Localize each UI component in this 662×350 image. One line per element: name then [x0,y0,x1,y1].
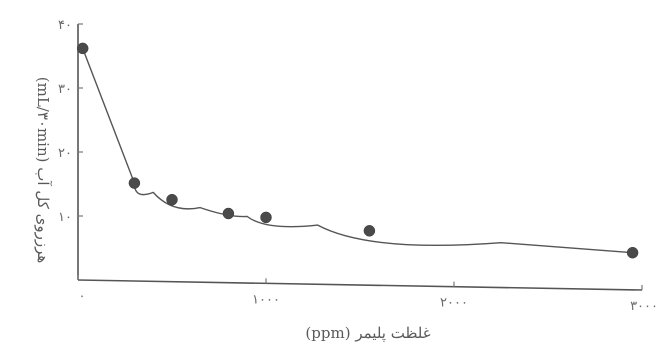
axes [77,24,643,291]
y-tick-label: ۱۰ [58,210,72,225]
x-tick-label: ۰ [79,289,86,304]
y-axis-title: هرزروی کل آب (mL/۳۰min) [34,77,52,264]
y-tick-label: ۳۰ [58,82,72,97]
data-point [166,193,178,206]
x-tick-label: ۲۰۰۰ [440,296,468,311]
data-points [76,42,639,259]
data-point [363,225,376,237]
x-tick-label: ۱۰۰۰ [252,292,280,307]
data-point [260,211,272,224]
y-tick-label: ۴۰ [58,18,72,33]
data-point [76,42,89,55]
x-ticks: ۰ ۱۰۰۰ ۲۰۰۰ ۳۰۰۰ [77,275,658,314]
data-point [128,177,141,189]
fit-curve [82,48,633,254]
y-tick-label: ۲۰ [58,146,72,161]
x-tick-label: ۳۰۰۰ [630,299,658,314]
x-axis-line [77,279,643,291]
data-point [626,246,639,259]
data-point [222,207,235,220]
y-ticks: ۱۰ ۲۰ ۳۰ ۴۰ [58,18,83,225]
x-axis-title: غلظت پلیمر (ppm) [305,324,430,342]
